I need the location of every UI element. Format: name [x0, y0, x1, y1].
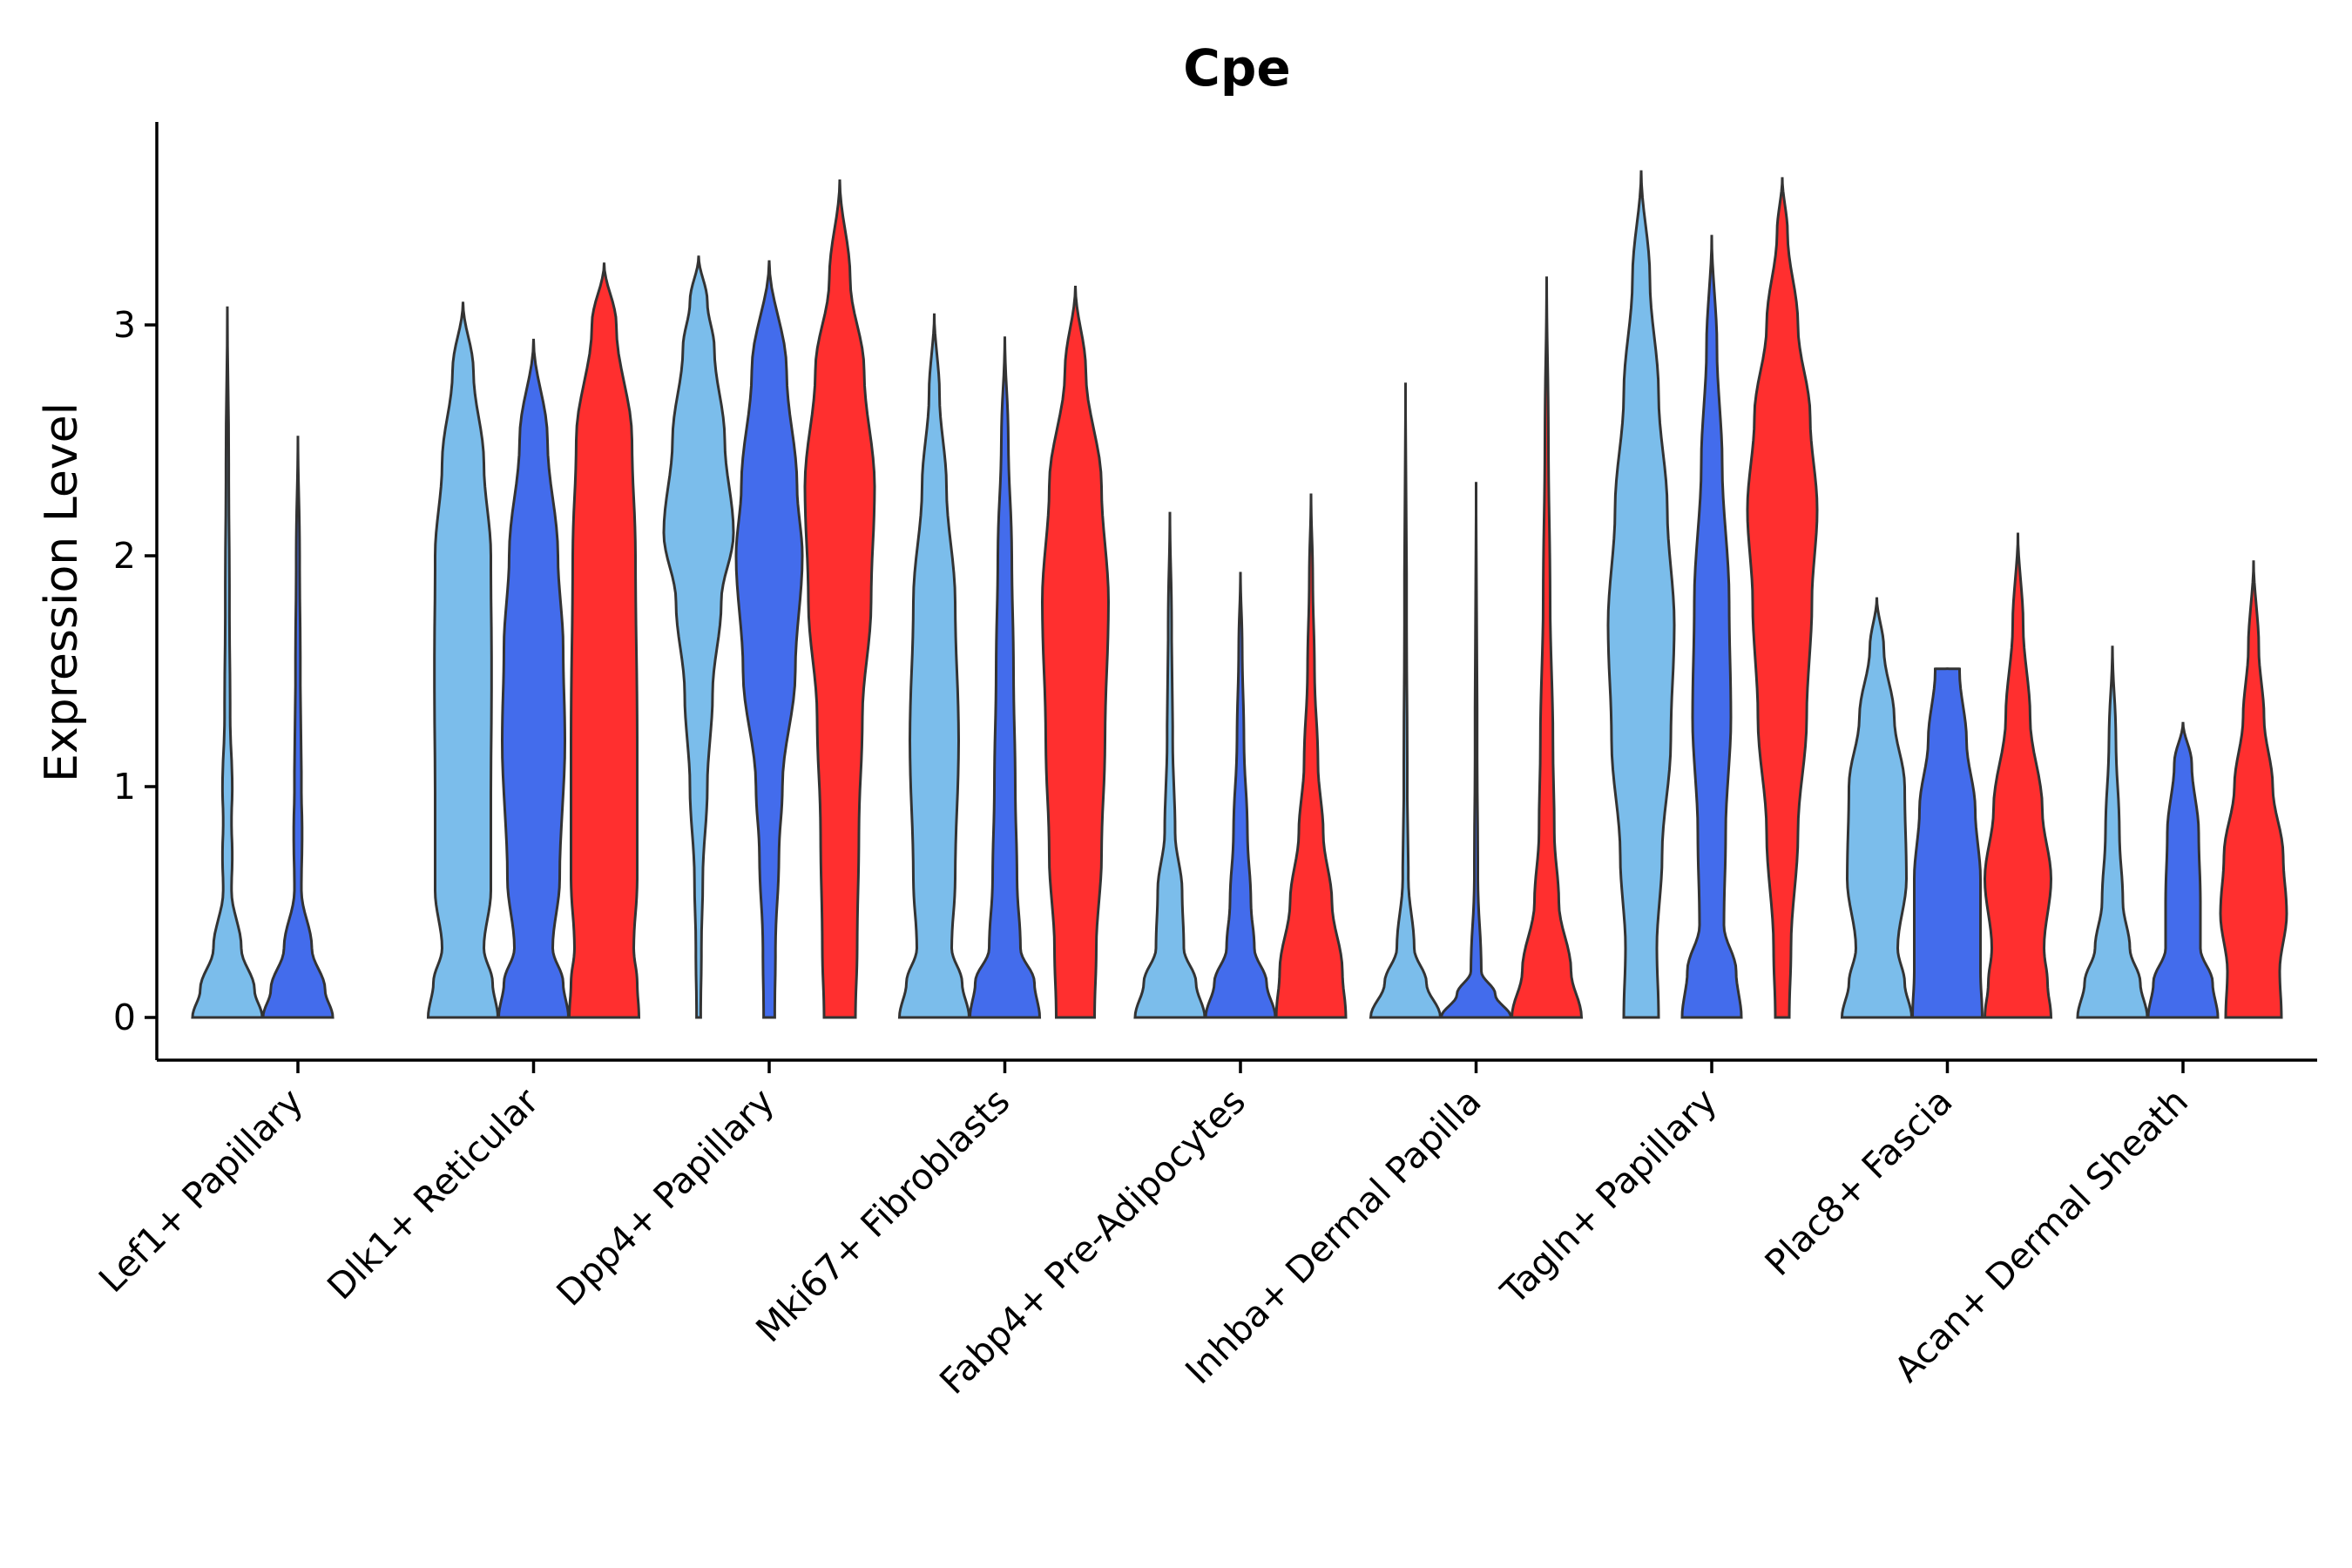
violin-fabp4-pre-adipocytes-s0	[1133, 511, 1206, 1019]
violin-dlk1-reticular-s1	[497, 338, 571, 1019]
violin-lef1-papillary-s0	[191, 306, 264, 1019]
y-tick-label: 3	[113, 304, 136, 346]
violin-plac8-fascia-s2	[1983, 532, 2053, 1019]
y-tick-label: 0	[113, 997, 136, 1038]
violin-dpp4-papillary-s1	[734, 260, 804, 1019]
violin-acan-dermal-sheath-s0	[2076, 645, 2149, 1019]
violin-dpp4-papillary-s2	[803, 179, 876, 1019]
violin-inhba-dermal-papilla-s1	[1439, 482, 1513, 1019]
violin-tagln-papillary-s1	[1680, 234, 1743, 1019]
violin-dlk1-reticular-s0	[426, 301, 500, 1019]
violin-mki67-fibroblasts-s1	[968, 336, 1042, 1019]
violin-fabp4-pre-adipocytes-s1	[1204, 571, 1277, 1019]
violin-lef1-papillary-s1	[261, 436, 335, 1019]
violin-dlk1-reticular-s2	[567, 262, 641, 1019]
violin-mki67-fibroblasts-s2	[1040, 285, 1111, 1019]
violin-dpp4-papillary-s0	[662, 255, 735, 1019]
violin-fabp4-pre-adipocytes-s2	[1274, 493, 1348, 1019]
y-axis-label: Expression Level	[36, 402, 88, 782]
violin-plac8-fascia-s0	[1840, 597, 1914, 1019]
violin-acan-dermal-sheath-s2	[2219, 560, 2288, 1019]
violin-inhba-dermal-papilla-s2	[1510, 276, 1584, 1019]
y-tick-label: 1	[113, 766, 136, 808]
violin-inhba-dermal-papilla-s0	[1369, 382, 1443, 1019]
chart-title: Cpe	[1183, 38, 1290, 98]
y-axis: 0 1 2 3	[113, 122, 159, 1060]
violin-acan-dermal-sheath-s1	[2146, 721, 2220, 1019]
violin-mki67-fibroblasts-s0	[897, 313, 971, 1019]
violin-group	[191, 170, 2288, 1019]
violin-tagln-papillary-s2	[1746, 177, 1819, 1019]
violin-plac8-fascia-s1	[1910, 667, 1984, 1019]
violin-tagln-papillary-s0	[1606, 170, 1676, 1019]
y-tick-label: 2	[113, 535, 136, 577]
